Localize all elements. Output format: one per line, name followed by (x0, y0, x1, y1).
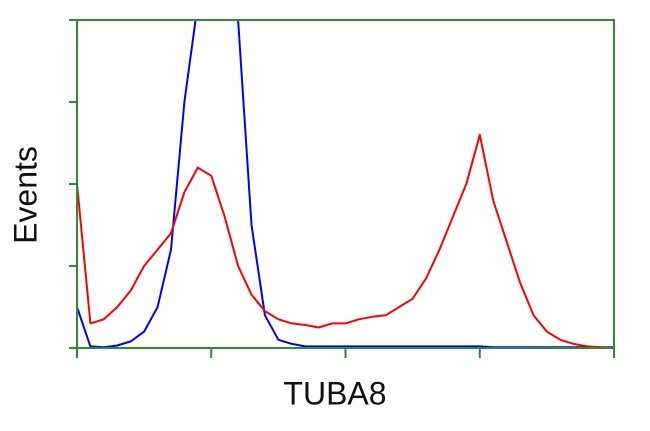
y-axis-label: Events (7, 146, 43, 244)
series-line (77, 133, 614, 348)
x-axis-label: TUBA8 (283, 375, 386, 411)
plot-area (77, 20, 614, 348)
plot-frame (76, 19, 615, 349)
series-line (77, 20, 614, 348)
